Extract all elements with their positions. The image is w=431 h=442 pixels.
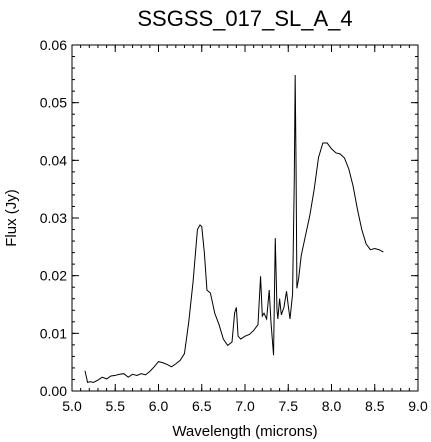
y-tick-label: 0.01 bbox=[40, 325, 67, 341]
chart-title: SSGSS_017_SL_A_4 bbox=[137, 6, 352, 31]
flux-series-line bbox=[84, 74, 384, 383]
x-tick-label: 5.5 bbox=[106, 398, 126, 414]
y-tick-label: 0.02 bbox=[40, 268, 67, 284]
x-tick-label: 8.5 bbox=[365, 398, 385, 414]
plot-frame bbox=[71, 44, 419, 392]
x-axis-label: Wavelength (microns) bbox=[172, 423, 317, 440]
x-tick-label: 5.0 bbox=[62, 398, 82, 414]
y-tick-label: 0.05 bbox=[40, 95, 67, 111]
y-tick-label: 0.04 bbox=[40, 152, 67, 168]
x-tick-label: 6.0 bbox=[149, 398, 169, 414]
x-tick-label: 8.0 bbox=[322, 398, 342, 414]
x-tick-label: 9.0 bbox=[408, 398, 428, 414]
y-tick-label: 0.00 bbox=[40, 383, 67, 399]
y-axis-label: Flux (Jy) bbox=[3, 189, 20, 247]
x-axis: 5.0 5.5 6.0 6.5 7.0 7.5 8.0 8.5 9.0 bbox=[62, 45, 428, 414]
y-tick-label: 0.06 bbox=[40, 37, 67, 53]
y-axis: 0.00 0.01 0.02 0.03 0.04 0.05 0.06 bbox=[40, 37, 418, 399]
y-tick-label: 0.03 bbox=[40, 210, 67, 226]
x-tick-label: 6.5 bbox=[192, 398, 212, 414]
x-tick-label: 7.5 bbox=[279, 398, 299, 414]
x-tick-label: 7.0 bbox=[235, 398, 255, 414]
